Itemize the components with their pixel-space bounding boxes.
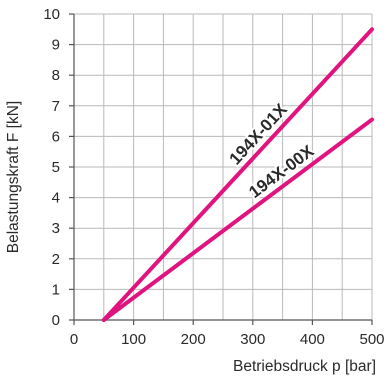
y-tick-label: 5 [52,159,60,176]
series [101,27,374,322]
y-tick-label: 4 [52,190,60,207]
series-label-group: 194X-01X [224,97,294,170]
x-axis-title: Betriebsdruck p [bar] [233,358,376,375]
y-tick-label: 2 [52,251,60,268]
y-tick-label: 7 [52,98,60,115]
y-tick-label: 0 [52,312,60,329]
grid [74,13,373,320]
series-line-1 [101,27,374,322]
x-tick-label: 400 [300,331,325,348]
y-tick-label: 8 [52,67,60,84]
x-tick-label: 300 [240,331,265,348]
y-tick-label: 10 [43,6,60,23]
x-tick-label: 100 [121,331,146,348]
x-tick-label: 500 [359,331,384,348]
y-tick-label: 3 [52,220,60,237]
y-tick-label: 9 [52,37,60,54]
series-line-2 [101,117,374,322]
series-label-1: 194X-01X [226,99,292,168]
x-tick-label: 0 [70,331,78,348]
y-tick-label: 6 [52,128,60,145]
y-tick-label: 1 [52,281,60,298]
y-axis-title: Belastungskraft F [kN] [5,101,22,253]
x-tick-label: 200 [181,331,206,348]
